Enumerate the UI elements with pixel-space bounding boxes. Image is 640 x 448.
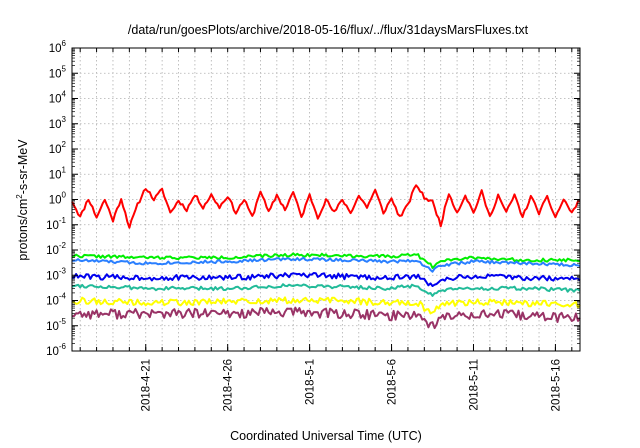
y-tick-exp: -5 — [59, 317, 67, 326]
y-tick-label: 101 — [49, 165, 67, 181]
x-tick-label: 2018-5-1 — [305, 359, 317, 405]
y-tick-label: 10-3 — [46, 266, 66, 282]
y-tick-exp: 3 — [62, 115, 67, 124]
y-tick-exp: 2 — [62, 140, 67, 149]
y-tick-label: 10-6 — [46, 342, 66, 358]
y-tick-label: 106 — [49, 39, 67, 55]
x-tick-label: 2018-5-11 — [468, 359, 480, 411]
chart-title: /data/run/goesPlots/archive/2018-05-16/f… — [128, 23, 529, 37]
series-line-3 — [72, 256, 581, 273]
series-line-4 — [71, 272, 581, 287]
series-group — [71, 184, 581, 330]
y-tick-exp: 5 — [62, 64, 67, 73]
x-tick-label: 2018-5-16 — [550, 359, 562, 411]
x-axis-label: Coordinated Universal Time (UTC) — [230, 429, 422, 443]
y-axis-label-sup: 2 — [15, 194, 24, 199]
y-tick-label: 10-5 — [46, 317, 66, 333]
y-tick-base: 10 — [49, 68, 62, 80]
y-tick-base: 10 — [46, 346, 59, 358]
x-tick-label: 2018-5-6 — [387, 359, 399, 405]
series-line-1 — [71, 184, 581, 229]
y-tick-base: 10 — [49, 195, 62, 207]
x-tick-label: 2018-4-26 — [223, 359, 235, 411]
y-tick-base: 10 — [49, 144, 62, 156]
y-tick-exp: 4 — [62, 90, 67, 99]
y-tick-base: 10 — [46, 321, 59, 333]
series-line-7 — [72, 306, 581, 330]
y-tick-label: 10-1 — [46, 216, 66, 232]
series-line-6 — [72, 296, 581, 315]
y-tick-label: 105 — [49, 64, 67, 80]
y-tick-base: 10 — [49, 119, 62, 131]
series-line-2 — [71, 252, 581, 269]
y-tick-exp: -2 — [59, 241, 67, 250]
y-axis-label-post: -s-sr-MeV — [16, 139, 30, 195]
y-tick-exp: 1 — [62, 165, 67, 174]
y-tick-exp: 6 — [62, 39, 67, 48]
series-line-5 — [72, 283, 581, 297]
y-tick-base: 10 — [49, 169, 62, 181]
y-tick-base: 10 — [49, 43, 62, 55]
y-tick-exp: 0 — [62, 191, 67, 200]
y-tick-label: 10-4 — [46, 292, 66, 308]
y-tick-label: 103 — [49, 115, 67, 131]
y-tick-base: 10 — [46, 245, 59, 257]
y-tick-base: 10 — [46, 220, 59, 232]
y-tick-label: 104 — [49, 90, 67, 106]
y-tick-base: 10 — [46, 296, 59, 308]
x-axis: 2018-4-21 2018-4-26 2018-5-1 2018-5-6 2018-5… — [79, 48, 573, 411]
y-tick-exp: -6 — [59, 342, 67, 351]
y-tick-base: 10 — [46, 270, 59, 282]
y-tick-label: 100 — [49, 191, 67, 207]
y-tick-base: 10 — [49, 94, 62, 106]
y-tick-exp: -1 — [59, 216, 67, 225]
y-axis: 10-610-510-410-310-210-11001011021031041… — [46, 39, 580, 358]
y-tick-label: 102 — [49, 140, 67, 156]
y-axis-label: protons/cm2-s-sr-MeV — [15, 139, 30, 261]
y-tick-label: 10-2 — [46, 241, 66, 257]
y-axis-label-pre: protons/cm — [16, 199, 30, 261]
y-tick-exp: -4 — [59, 292, 67, 301]
y-tick-exp: -3 — [59, 266, 67, 275]
x-tick-label: 2018-4-21 — [141, 359, 153, 411]
